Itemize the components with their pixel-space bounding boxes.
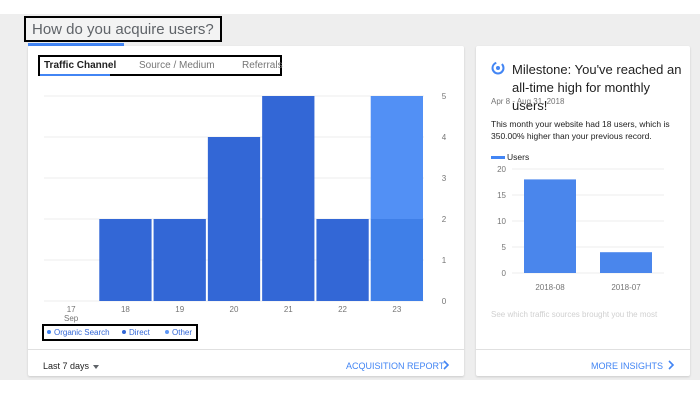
milestone-date: Apr 8 - Aug 31, 2018 xyxy=(491,97,565,106)
tab-traffic-channel[interactable]: Traffic Channel xyxy=(44,60,117,71)
tab-source-medium[interactable]: Source / Medium xyxy=(139,60,215,71)
acquisition-report-link[interactable]: ACQUISITION REPORT xyxy=(346,361,445,371)
bar-direct xyxy=(99,219,152,301)
x-tick-label: 21 xyxy=(284,305,293,314)
bar-direct xyxy=(316,219,369,301)
milestone-footer-divider xyxy=(476,349,690,350)
active-tab-indicator xyxy=(40,74,110,76)
y-tick-label: 0 xyxy=(502,269,507,278)
milestone-title: Milestone: You've reached an all-time hi… xyxy=(512,62,682,113)
faded-teaser-text: See which traffic sources brought you th… xyxy=(491,310,658,319)
legend-label: Direct xyxy=(129,328,150,337)
bar-direct xyxy=(207,137,261,301)
users-legend: Users xyxy=(491,152,529,162)
y-tick-label: 0 xyxy=(442,297,447,306)
x-tick-label: 22 xyxy=(338,305,347,314)
x-tick-label: 2018-08 xyxy=(535,283,565,292)
caret-down-icon xyxy=(93,364,100,369)
users-legend-label: Users xyxy=(507,152,530,162)
y-tick-label: 4 xyxy=(442,133,447,142)
y-tick-label: 15 xyxy=(497,191,506,200)
bar-users xyxy=(524,179,576,273)
x-tick-label: 18 xyxy=(121,305,130,314)
x-tick-label: 20 xyxy=(230,305,239,314)
chevron-right-icon[interactable] xyxy=(667,358,675,372)
legend-dot xyxy=(47,329,51,334)
y-tick-label: 5 xyxy=(442,92,447,101)
legend-dot xyxy=(165,329,169,334)
bar-users xyxy=(600,252,652,273)
tabs-bar: Traffic Channel Source / Medium Referral… xyxy=(38,55,283,76)
refresh-icon xyxy=(491,61,505,75)
legend-item-other[interactable]: Other xyxy=(165,328,192,338)
date-range-dropdown[interactable]: Last 7 days xyxy=(43,360,100,372)
x-tick-label: 2018-07 xyxy=(611,283,641,292)
date-range-label: Last 7 days xyxy=(43,361,90,371)
legend-item-organic-search[interactable]: Organic Search xyxy=(47,328,110,338)
milestone-description: This month your website had 18 users, wh… xyxy=(491,119,670,141)
y-tick-label: 1 xyxy=(442,256,447,265)
legend-item-direct[interactable]: Direct xyxy=(122,328,150,338)
more-insights-link[interactable]: MORE INSIGHTS xyxy=(591,361,664,371)
y-tick-label: 5 xyxy=(502,243,507,252)
y-tick-label: 20 xyxy=(497,165,506,174)
chart-legend: Organic Search Direct Other xyxy=(42,324,198,341)
bar-direct xyxy=(262,96,315,301)
chevron-right-icon[interactable] xyxy=(442,358,450,372)
legend-label: Other xyxy=(172,328,193,337)
legend-dot xyxy=(122,329,126,334)
bar-direct xyxy=(153,219,206,301)
x-tick-label: 17 xyxy=(67,305,76,314)
section-title: How do you acquire users? xyxy=(24,16,222,42)
title-underline xyxy=(28,43,124,46)
y-tick-label: 2 xyxy=(442,215,447,224)
bar-organic-search xyxy=(370,219,423,301)
footer-divider xyxy=(28,349,464,350)
milestone-card xyxy=(476,46,690,376)
x-tick-label: Sep xyxy=(64,314,79,323)
x-tick-label: 19 xyxy=(175,305,184,314)
x-tick-label: 23 xyxy=(392,305,401,314)
tab-referrals[interactable]: Referrals xyxy=(242,60,283,71)
legend-label: Organic Search xyxy=(54,328,110,337)
bar-other xyxy=(370,96,423,219)
y-tick-label: 3 xyxy=(442,174,447,183)
y-tick-label: 10 xyxy=(497,217,506,226)
legend-swatch xyxy=(491,156,505,160)
